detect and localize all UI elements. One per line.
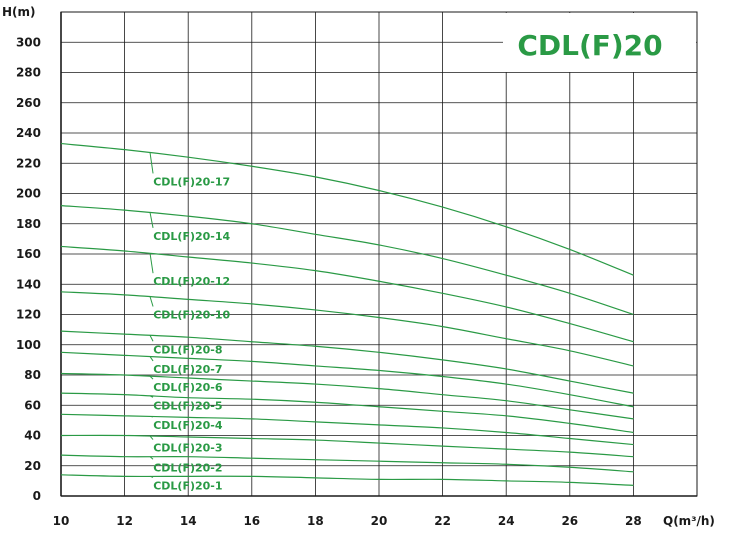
x-tick-label: 18 — [307, 514, 324, 528]
curve-label: CDL(F)20-5 — [153, 399, 222, 412]
curve-label: CDL(F)20-14 — [153, 230, 230, 243]
curve-cdlf20-8 — [60, 330, 634, 394]
curve-labels: CDL(F)20-17 CDL(F)20-14 CDL(F)20-12 CDL(F)2… — [149, 152, 231, 492]
title-box: CDL(F)20 — [503, 13, 696, 72]
y-tick-label: 0 — [33, 489, 41, 503]
x-axis-ticks: 10 12 14 16 18 20 22 24 26 28 — [53, 514, 642, 528]
y-tick-label: 100 — [16, 338, 41, 352]
label-leader — [149, 375, 154, 380]
x-axis-label: Q(m³/h) — [663, 514, 715, 528]
x-tick-label: 16 — [243, 514, 260, 528]
x-tick-label: 12 — [116, 514, 133, 528]
curve-label: CDL(F)20-17 — [153, 175, 230, 188]
label-leader — [149, 253, 154, 274]
y-axis-ticks: 0 20 40 60 80 100 120 140 160 180 200 220 240 260 280 3… — [16, 35, 41, 503]
curve-label: CDL(F)20-3 — [153, 442, 222, 455]
y-tick-label: 120 — [16, 308, 41, 322]
y-tick-label: 60 — [24, 398, 41, 412]
performance-curves — [60, 142, 634, 487]
y-tick-label: 240 — [16, 126, 41, 140]
x-tick-label: 14 — [180, 514, 197, 528]
x-tick-label: 28 — [625, 514, 642, 528]
label-leader — [149, 152, 154, 174]
curve-cdlf20-7 — [60, 351, 634, 408]
curve-cdlf20-1 — [60, 474, 634, 487]
x-tick-label: 10 — [53, 514, 70, 528]
y-tick-label: 280 — [16, 66, 41, 80]
x-tick-label: 22 — [434, 514, 451, 528]
curve-cdlf20-10 — [60, 291, 634, 367]
y-tick-label: 300 — [16, 35, 41, 49]
curve-cdlf20-2 — [60, 454, 634, 473]
label-leader — [149, 212, 154, 228]
curve-label: CDL(F)20-2 — [153, 461, 222, 474]
label-leader — [149, 435, 154, 440]
y-axis-label: H(m) — [2, 5, 36, 19]
x-tick-label: 26 — [561, 514, 578, 528]
curve-label: CDL(F)20-1 — [153, 479, 222, 492]
curve-label: CDL(F)20-6 — [153, 381, 223, 394]
curve-cdlf20-5 — [60, 392, 634, 434]
y-tick-label: 220 — [16, 156, 41, 170]
chart-grid — [60, 11, 698, 497]
y-tick-label: 80 — [24, 368, 41, 382]
curve-label: CDL(F)20-10 — [153, 309, 230, 322]
chart-title: CDL(F)20 — [517, 29, 662, 62]
curve-cdlf20-14 — [60, 205, 634, 316]
y-tick-label: 260 — [16, 96, 41, 110]
label-leader — [149, 475, 154, 478]
label-leader — [149, 356, 154, 362]
curve-cdlf20-6 — [60, 372, 634, 420]
curve-label: CDL(F)20-12 — [153, 275, 230, 288]
y-tick-label: 160 — [16, 247, 41, 261]
curve-cdlf20-12 — [60, 245, 634, 343]
x-tick-label: 24 — [498, 514, 515, 528]
y-tick-label: 180 — [16, 217, 41, 231]
y-tick-label: 40 — [24, 429, 41, 443]
curve-cdlf20-3 — [60, 434, 634, 458]
label-leader — [149, 395, 154, 398]
y-tick-label: 140 — [16, 277, 41, 291]
curve-cdlf20-4 — [60, 413, 634, 446]
title-background — [503, 13, 696, 72]
label-leader — [149, 296, 154, 307]
x-tick-label: 20 — [371, 514, 388, 528]
curve-label: CDL(F)20-8 — [153, 343, 222, 356]
label-leader — [149, 335, 154, 342]
label-leader — [149, 456, 154, 460]
curve-label: CDL(F)20-4 — [153, 419, 223, 432]
curve-label: CDL(F)20-7 — [153, 363, 222, 376]
curve-cdlf20-17 — [60, 142, 634, 276]
y-tick-label: 20 — [24, 459, 41, 473]
y-tick-label: 200 — [16, 187, 41, 201]
